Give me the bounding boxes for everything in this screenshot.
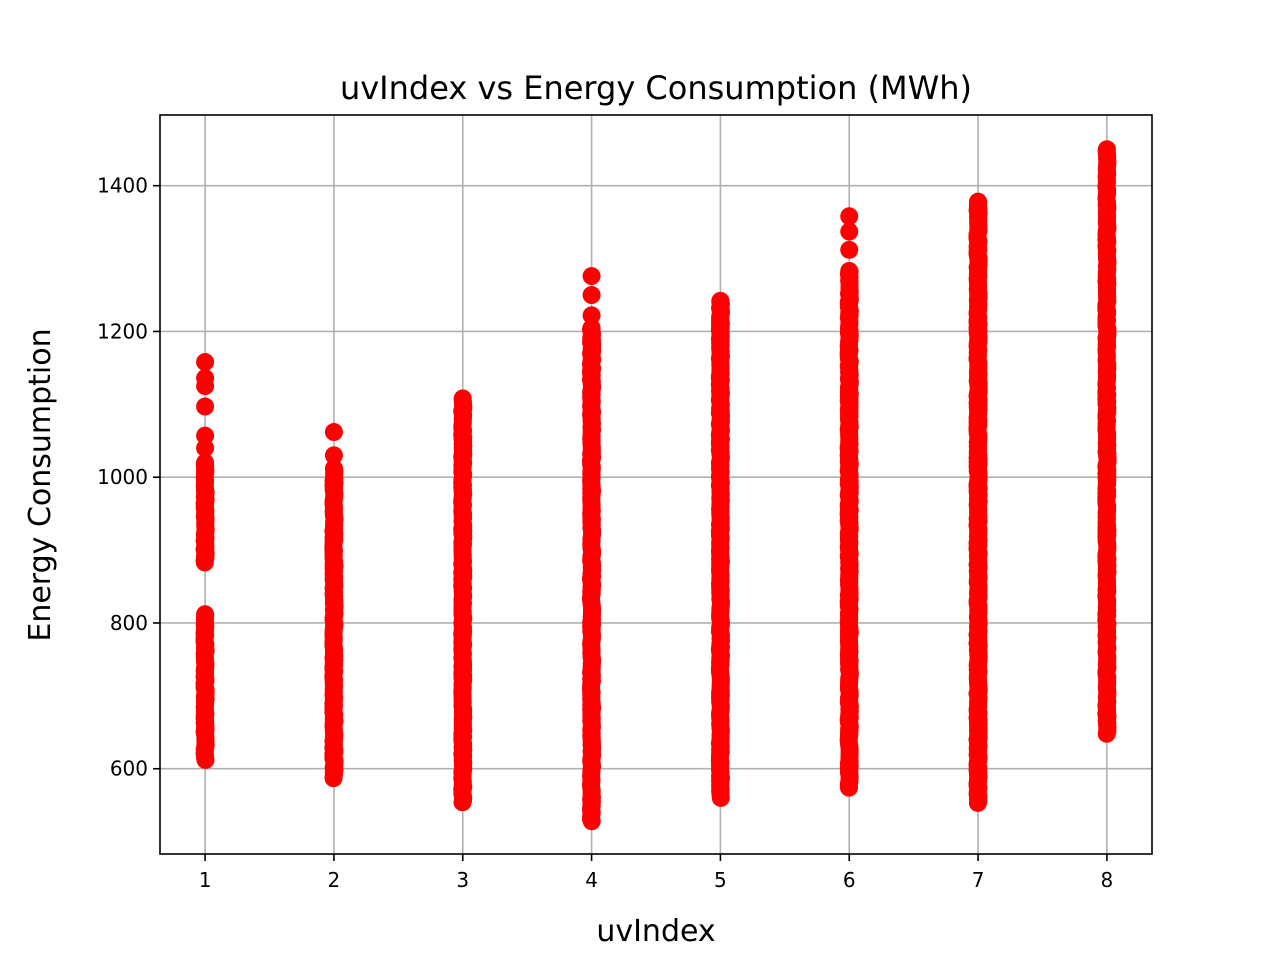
data-point <box>582 318 601 337</box>
data-point <box>196 453 215 472</box>
data-point <box>582 267 601 286</box>
data-point <box>324 446 343 465</box>
x-tick-label: 4 <box>585 868 598 892</box>
x-tick-label: 5 <box>714 868 727 892</box>
y-tick-label: 1000 <box>97 465 148 489</box>
plot-frame <box>159 114 1153 855</box>
data-point <box>840 222 859 241</box>
data-point <box>582 306 601 325</box>
data-point <box>196 426 215 445</box>
y-tick-label: 1200 <box>97 319 148 343</box>
data-point <box>840 261 859 280</box>
data-point <box>196 397 215 416</box>
x-tick-label: 6 <box>843 868 856 892</box>
data-point <box>582 286 601 305</box>
axis-ticks: 1 2 3 4 5 6 7 8 600 800 1000 1200 1400 <box>97 174 1113 892</box>
x-tick-label: 7 <box>972 868 985 892</box>
data-point <box>711 291 730 310</box>
y-tick-label: 800 <box>110 611 148 635</box>
data-point <box>196 369 215 388</box>
data-point <box>196 439 215 458</box>
chart-title: uvIndex vs Energy Consumption (MWh) <box>340 69 972 107</box>
data-points <box>195 140 1117 831</box>
data-point <box>1097 140 1116 159</box>
data-point <box>324 423 343 442</box>
data-point <box>840 240 859 259</box>
data-point <box>196 605 215 624</box>
x-tick-label: 2 <box>328 868 341 892</box>
x-tick-label: 8 <box>1101 868 1114 892</box>
data-point <box>324 459 343 478</box>
y-axis-title: Energy Consumption <box>23 328 58 641</box>
x-axis-title: uvIndex <box>596 914 715 949</box>
data-point <box>453 389 472 408</box>
data-point <box>840 207 859 226</box>
y-tick-label: 600 <box>110 757 148 781</box>
data-point <box>196 353 215 372</box>
y-tick-label: 1400 <box>97 174 148 198</box>
x-tick-label: 3 <box>456 868 469 892</box>
x-tick-label: 1 <box>199 868 212 892</box>
data-point <box>969 192 988 211</box>
